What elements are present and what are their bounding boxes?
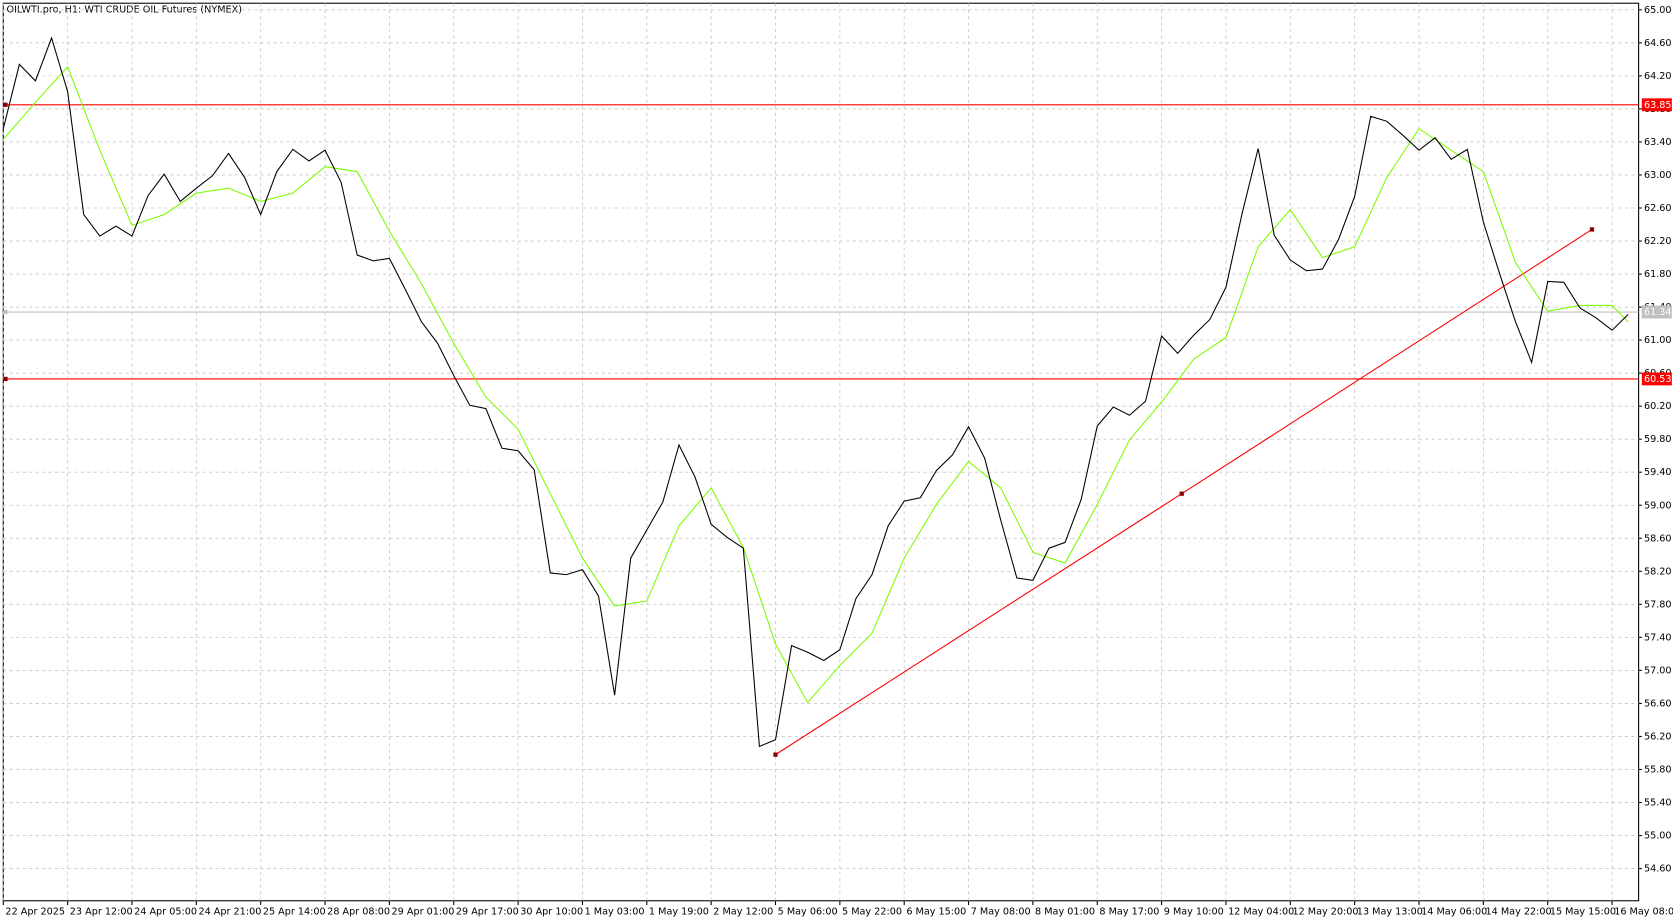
x-tick-label: 30 Apr 10:00	[520, 906, 583, 917]
x-tick-label: 12 May 20:00	[1292, 906, 1358, 917]
y-tick-label: 56.60	[1644, 698, 1672, 709]
y-tick-label: 57.40	[1644, 632, 1672, 643]
y-tick-label: 59.00	[1644, 500, 1672, 511]
y-tick-label: 55.00	[1644, 831, 1672, 842]
x-tick-label: 24 Apr 05:00	[134, 906, 197, 917]
y-tick-label: 59.80	[1644, 434, 1672, 445]
x-tick-label: 23 Apr 12:00	[70, 906, 133, 917]
x-tick-label: 8 May 01:00	[1035, 906, 1095, 917]
y-tick-label: 57.80	[1644, 599, 1672, 610]
y-tick-label: 64.60	[1644, 38, 1672, 49]
x-tick-label: 6 May 15:00	[906, 906, 966, 917]
x-tick-label: 29 Apr 17:00	[456, 906, 519, 917]
y-tick-label: 63.40	[1644, 137, 1672, 148]
x-tick-label: 13 May 13:00	[1357, 906, 1423, 917]
x-tick-label: 15 May 15:00	[1550, 906, 1616, 917]
x-tick-label: 29 Apr 01:00	[392, 906, 455, 917]
y-tick-label: 57.00	[1644, 665, 1672, 676]
trend-point	[773, 752, 778, 757]
y-tick-label: 61.80	[1644, 269, 1672, 280]
chart-title: OILWTI.pro, H1: WTI CRUDE OIL Futures (N…	[7, 5, 243, 16]
x-tick-label: 28 Apr 08:00	[327, 906, 390, 917]
x-tick-label: 2 May 12:00	[713, 906, 773, 917]
x-tick-label: 22 Apr 2025	[5, 906, 65, 917]
y-tick-label: 54.60	[1644, 864, 1672, 875]
x-tick-label: 1 May 19:00	[649, 906, 709, 917]
y-tick-label: 58.60	[1644, 533, 1672, 544]
y-tick-label: 64.20	[1644, 71, 1672, 82]
y-tick-label: 62.60	[1644, 203, 1672, 214]
y-tick-label: 59.40	[1644, 467, 1672, 478]
level-label-box	[1641, 305, 1672, 319]
level-handle	[3, 102, 8, 107]
y-tick-label: 63.00	[1644, 170, 1672, 181]
y-tick-label: 62.20	[1644, 236, 1672, 247]
price-line	[2, 36, 1629, 748]
trend-point	[1179, 491, 1184, 496]
level-label: 60.53	[1644, 374, 1672, 385]
level-handle	[3, 309, 8, 315]
x-tick-label: 14 May 22:00	[1486, 906, 1552, 917]
y-tick-label: 55.80	[1644, 764, 1672, 775]
y-tick-label: 65.00	[1644, 5, 1672, 16]
x-tick-label: 5 May 06:00	[778, 906, 838, 917]
x-tick-label: 16 May 08:00	[1614, 906, 1673, 917]
level-label-box	[1641, 372, 1672, 386]
level-label: 61.34	[1644, 307, 1672, 318]
x-tick-label: 1 May 03:00	[585, 906, 645, 917]
moving-average	[2, 65, 1629, 704]
y-tick-label: 56.20	[1644, 731, 1672, 742]
level-label-box	[1641, 98, 1672, 112]
trend-point	[1589, 227, 1595, 232]
plot-frame	[2, 2, 1640, 902]
x-tick-label: 12 May 04:00	[1228, 906, 1294, 917]
x-tick-label: 7 May 08:00	[971, 906, 1031, 917]
y-tick-label: 60.20	[1644, 401, 1672, 412]
y-tick-label: 55.40	[1644, 798, 1672, 809]
x-tick-label: 24 Apr 21:00	[198, 906, 261, 917]
y-tick-label: 58.20	[1644, 566, 1672, 577]
x-tick-label: 14 May 06:00	[1421, 906, 1487, 917]
level-handle	[3, 376, 8, 382]
x-tick-label: 25 Apr 14:00	[263, 906, 326, 917]
x-tick-label: 9 May 10:00	[1164, 906, 1224, 917]
level-label: 63.85	[1644, 100, 1672, 111]
y-tick-label: 61.00	[1644, 335, 1672, 346]
x-tick-label: 8 May 17:00	[1099, 906, 1159, 917]
x-tick-label: 5 May 22:00	[842, 906, 902, 917]
